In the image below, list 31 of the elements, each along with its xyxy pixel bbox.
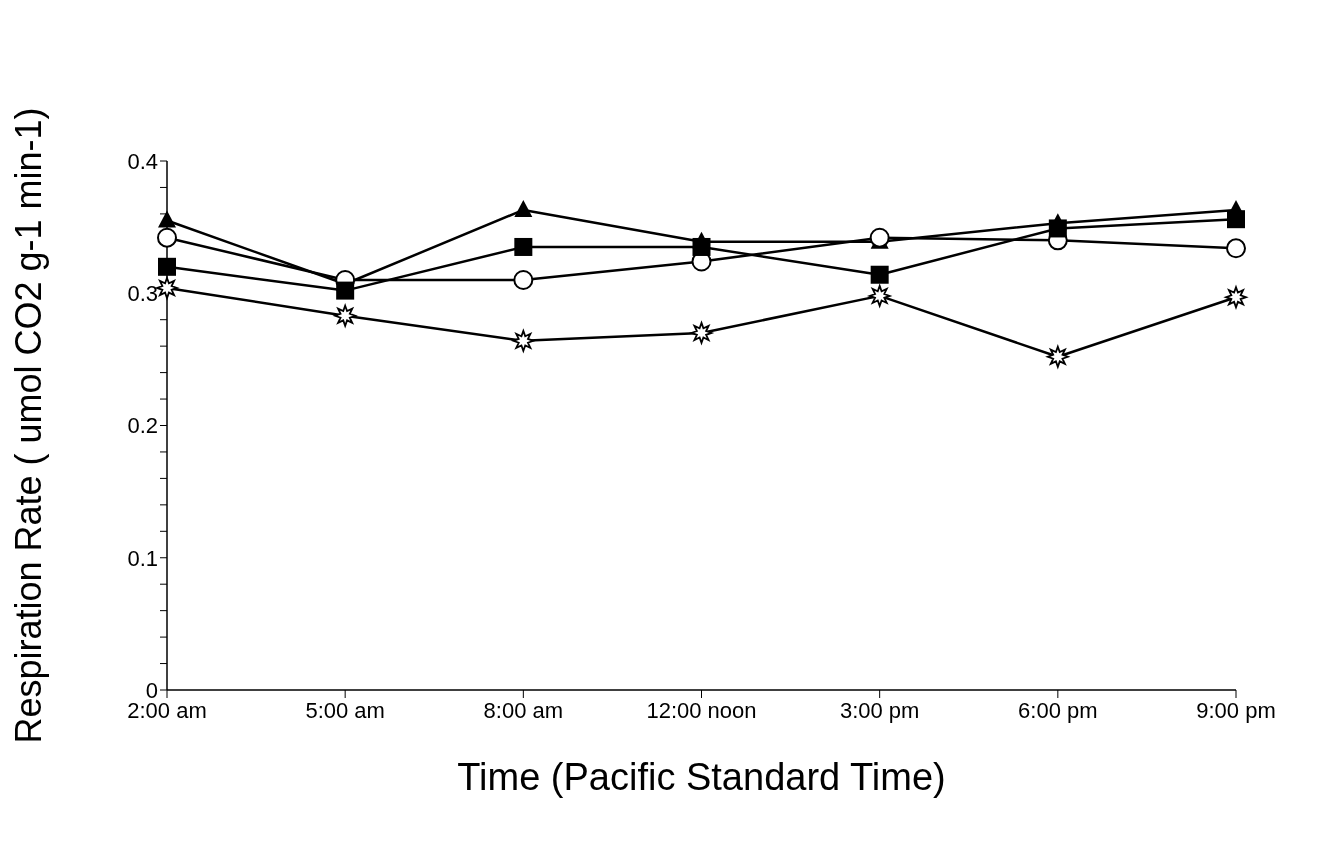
x-tick-label: 3:00 pm xyxy=(839,697,920,723)
point xyxy=(157,227,177,248)
point xyxy=(692,237,711,256)
y-tick-label: 0.3 xyxy=(127,281,158,307)
x-tick-label: 6:00 pm xyxy=(1018,697,1098,723)
point xyxy=(158,210,176,228)
point xyxy=(156,277,178,299)
point xyxy=(513,270,534,291)
x-tick-label: 8:00 am xyxy=(483,697,564,723)
point xyxy=(870,265,889,284)
point xyxy=(868,285,891,307)
x-tick-label: 9:00 pm xyxy=(1196,697,1276,723)
y-axis-title: Respiration Rate ( umol CO2 g-1 min-1) xyxy=(7,107,49,744)
point xyxy=(1227,210,1245,229)
y-tick-label: 0.2 xyxy=(127,413,158,439)
point xyxy=(1226,238,1246,259)
x-axis-title: Time (Pacific Standard Time) xyxy=(457,756,946,798)
point xyxy=(1046,345,1069,368)
point xyxy=(514,199,533,217)
point xyxy=(1048,219,1067,238)
point xyxy=(1225,286,1247,309)
point xyxy=(690,322,713,344)
point xyxy=(334,304,357,327)
point xyxy=(158,257,176,276)
y-tick-label: 0.4 xyxy=(127,148,158,174)
x-tick-label: 12:00 noon xyxy=(646,697,757,723)
point xyxy=(514,237,533,256)
point xyxy=(512,329,535,352)
y-tick-label: 0.1 xyxy=(127,545,158,571)
x-tick-label: 5:00 am xyxy=(305,697,385,723)
point xyxy=(336,281,355,300)
